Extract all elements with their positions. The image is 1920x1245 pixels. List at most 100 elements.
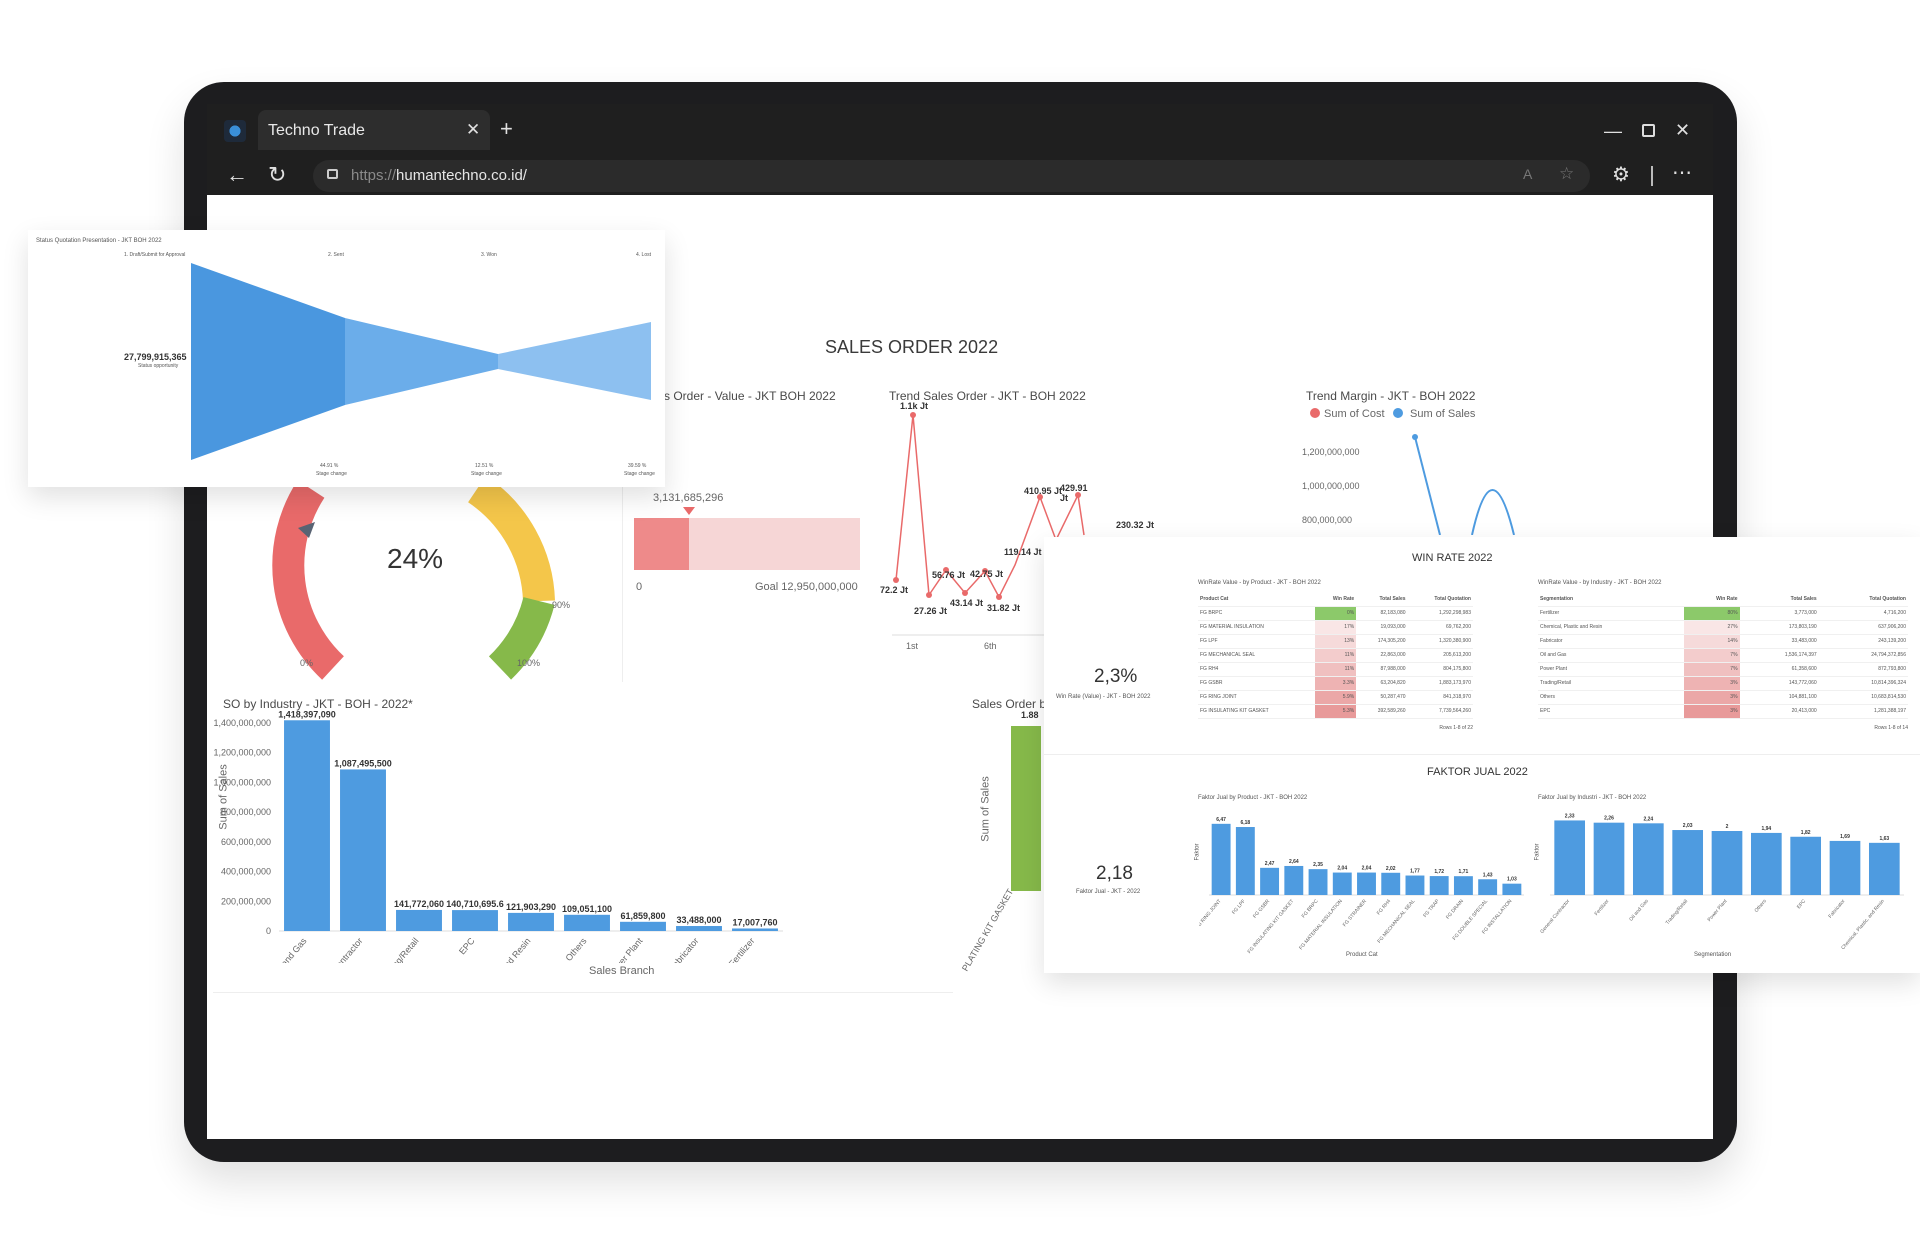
table-cell: Fabricator <box>1538 634 1684 649</box>
bar-category-label: Fabricator <box>667 936 701 963</box>
table-cell: 5.9% <box>1315 690 1357 705</box>
bar-category-label: Power Plant <box>1707 898 1729 923</box>
bar-category-label: FG TRAP <box>1422 898 1441 919</box>
faktor-kpi-value: 2,18 <box>1096 863 1133 884</box>
table-cell: 20,413,000 <box>1739 704 1819 719</box>
table-header-row: Product Cat Win Rate Total Sales Total Quot… <box>1198 592 1473 607</box>
favorite-star-icon[interactable]: ☆ <box>1559 164 1575 183</box>
bar-category-label: FG LPF <box>1231 898 1247 915</box>
winrate-table-product-title: WinRate Value - by Product - JKT - BOH 2… <box>1198 580 1321 586</box>
bar <box>1632 823 1664 895</box>
minimize-icon[interactable]: — <box>1604 121 1622 141</box>
bar <box>620 921 666 931</box>
table-cell: FG GSBR <box>1198 676 1316 691</box>
bar-value-label: 2,03 <box>1683 823 1693 829</box>
table-cell: FG INSULATING KIT GASKET <box>1198 704 1316 719</box>
url-scheme: https:// <box>351 167 397 184</box>
back-icon[interactable]: ← <box>226 162 248 187</box>
table-cell: 3% <box>1683 690 1740 705</box>
bar <box>1235 827 1255 895</box>
trend-sales-point <box>893 577 899 583</box>
bar-value-label: 1,71 <box>1459 869 1469 875</box>
maximize-icon[interactable] <box>1642 124 1655 137</box>
table-cell: 804,175,800 <box>1407 662 1473 677</box>
trend-sales-label: 42.75 Jt <box>970 569 1004 579</box>
extensions-icon[interactable]: ⚙ <box>1612 164 1630 186</box>
trend-sales-point <box>1075 492 1081 498</box>
table-cell: 17% <box>1315 620 1357 635</box>
table-cell: 63,204,820 <box>1356 676 1408 691</box>
faktor-product-chart: 6,47 FG RING JOINT 6,18 FG LPF 2,47 FG GSBR 2,… <box>1199 817 1524 955</box>
faktor-kpi-caption: Faktor Jual - JKT - 2022 <box>1076 889 1141 895</box>
funnel-chart <box>191 263 651 460</box>
close-window-icon[interactable]: ✕ <box>1675 120 1691 140</box>
progress-goal-label: Goal 12,950,000,000 <box>755 581 858 593</box>
dashboard-title: SALES ORDER 2022 <box>825 337 999 357</box>
progress-title: Sales Order - Value - JKT BOH 2022 <box>640 389 836 403</box>
bar-value-label: 6,18 <box>1240 820 1250 826</box>
bar <box>1308 869 1328 895</box>
new-tab-icon[interactable]: + <box>500 116 513 141</box>
table-cell: 11% <box>1315 648 1357 663</box>
table-cell: 4,716,200 <box>1818 606 1908 621</box>
read-aloud-icon[interactable]: A <box>1523 166 1533 182</box>
table-cell: 10,814,396,324 <box>1818 676 1908 691</box>
bar-category-label: EPC <box>1796 898 1807 910</box>
winrate-industry-table: Segmentation Win Rate Total Sales Total Quo… <box>1538 592 1908 719</box>
trend-sales-xtick: 6th <box>984 641 997 651</box>
table-row: Fertilizer 80% 3,773,000 4,716,200 <box>1538 606 1908 621</box>
bar-value-label: 61,859,800 <box>620 911 665 921</box>
bar-value-label: 1,77 <box>1410 869 1420 875</box>
funnel-stage-label: 1. Draft/Submit for Approval <box>124 252 186 258</box>
overlay-divider <box>1044 754 1920 755</box>
trend-sales-point <box>926 592 932 598</box>
table-cell: 50,287,470 <box>1356 690 1408 705</box>
address-bar[interactable]: https://humantechno.co.id/ A ☆ <box>313 160 1590 192</box>
bar-value-label: 2,64 <box>1289 859 1299 865</box>
table-header-cell: Total Sales <box>1739 592 1819 607</box>
winrate-kpi-caption: Win Rate (Value) - JKT - BOH 2022 <box>1056 694 1151 700</box>
table-cell: FG LPF <box>1198 634 1316 649</box>
faktor-industry-chart: 2,33 General Contractor 2,26 Fertilizer 2,24… <box>1539 813 1904 951</box>
bar-value-label: 17,007,760 <box>732 917 777 927</box>
winrate-table-product-footer: Rows 1-8 of 22 <box>1439 724 1473 731</box>
table-cell: 1,536,174,397 <box>1739 648 1819 663</box>
bar-value-label: 1,418,397,090 <box>278 709 336 719</box>
table-cell: 1,320,380,900 <box>1407 634 1473 649</box>
gauge-green-arc <box>488 596 555 680</box>
so-industry-ytick: 600,000,000 <box>221 837 271 847</box>
bar-category-label: Others <box>1754 898 1769 914</box>
refresh-icon[interactable]: ↻ <box>268 162 287 187</box>
bar-value-label: 1,03 <box>1507 877 1517 883</box>
table-cell: 1,281,388,197 <box>1818 704 1908 719</box>
trend-sales-label: 31.82 Jt <box>987 603 1021 613</box>
funnel-stage-label: 4. Lost <box>636 252 652 258</box>
bar-value-label: 2,02 <box>1386 866 1396 872</box>
bar-value-label: 1,72 <box>1434 869 1444 875</box>
table-row: Others 3% 104,881,100 10,683,814,530 <box>1538 690 1908 705</box>
so-by-card: Sales Order by 1.88 Sum of Sales PLATING… <box>955 693 1065 993</box>
table-header-cell: Win Rate <box>1683 592 1740 607</box>
trend-margin-chart <box>1412 434 1515 535</box>
bar-category-label: EPC <box>457 935 477 956</box>
so-industry-chart: 1,400,000,000 1,200,000,000 1,000,000,000 8… <box>213 709 783 963</box>
bar-category-label: Chemical, Plastic, and Resin <box>1840 898 1886 951</box>
trend-sales-label: 72.2 Jt <box>880 585 909 595</box>
close-tab-icon[interactable]: ✕ <box>466 120 481 139</box>
table-header-row: Segmentation Win Rate Total Sales Total Quo… <box>1538 592 1908 607</box>
bar <box>1829 840 1861 895</box>
table-cell: 841,318,970 <box>1407 690 1473 705</box>
bar <box>1672 830 1704 895</box>
bar-category-label: General Contractor <box>308 936 365 963</box>
table-cell: FG BRPC <box>1198 606 1316 621</box>
more-menu-icon[interactable]: ⋯ <box>1672 162 1692 184</box>
bar <box>1211 823 1231 895</box>
trend-sales-label: 230.32 Jt <box>1116 520 1155 530</box>
bar-value-label: 2,04 <box>1362 866 1372 872</box>
table-cell: 3% <box>1683 704 1740 719</box>
browser-tab[interactable]: Techno Trade ✕ <box>258 110 490 150</box>
table-cell: 872,793,800 <box>1818 662 1908 677</box>
bar-category-label: FG DRAIN <box>1445 898 1465 920</box>
bar-value-label: 2,24 <box>1643 816 1653 822</box>
table-header-cell: Total Sales <box>1356 592 1408 607</box>
